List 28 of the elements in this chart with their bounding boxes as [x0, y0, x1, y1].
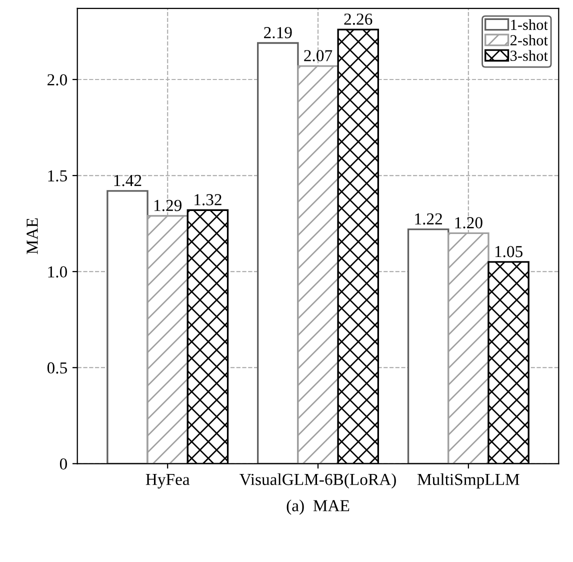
bar: [448, 232, 490, 464]
bar: [297, 65, 339, 464]
y-tick-label: 1.0: [48, 266, 67, 278]
y-axis-title: MAE: [26, 218, 38, 254]
bar: [407, 228, 450, 464]
legend-label: 1-shot: [511, 19, 548, 30]
data-label: 2.07: [304, 50, 332, 62]
bar: [106, 190, 148, 464]
bar: [146, 215, 188, 464]
legend-label: 3-shot: [510, 50, 548, 61]
data-label: 1.22: [415, 213, 442, 225]
y-tick-label: 0.5: [47, 362, 67, 374]
data-label: 1.20: [455, 217, 482, 228]
data-label: 1.29: [154, 200, 182, 212]
x-tick-label: VisualGLM-6B(LoRA): [240, 473, 396, 488]
y-tick-label: 0: [60, 458, 67, 470]
y-tick-label: 1.5: [48, 170, 67, 182]
data-label: 1.42: [114, 174, 142, 186]
data-label: 1.32: [194, 194, 222, 206]
x-tick-label: MultiSmpLLM: [418, 473, 520, 488]
y-tick-label: 2.0: [48, 74, 67, 86]
data-label: 1.05: [495, 246, 522, 258]
x-tick-label: HyFea: [146, 474, 190, 488]
legend-label: 2-shot: [510, 34, 548, 46]
data-label: 2.26: [344, 14, 372, 25]
bar: [257, 42, 299, 464]
x-axis-title: (a) MAE: [286, 500, 350, 515]
data-label: 2.19: [264, 27, 292, 38]
